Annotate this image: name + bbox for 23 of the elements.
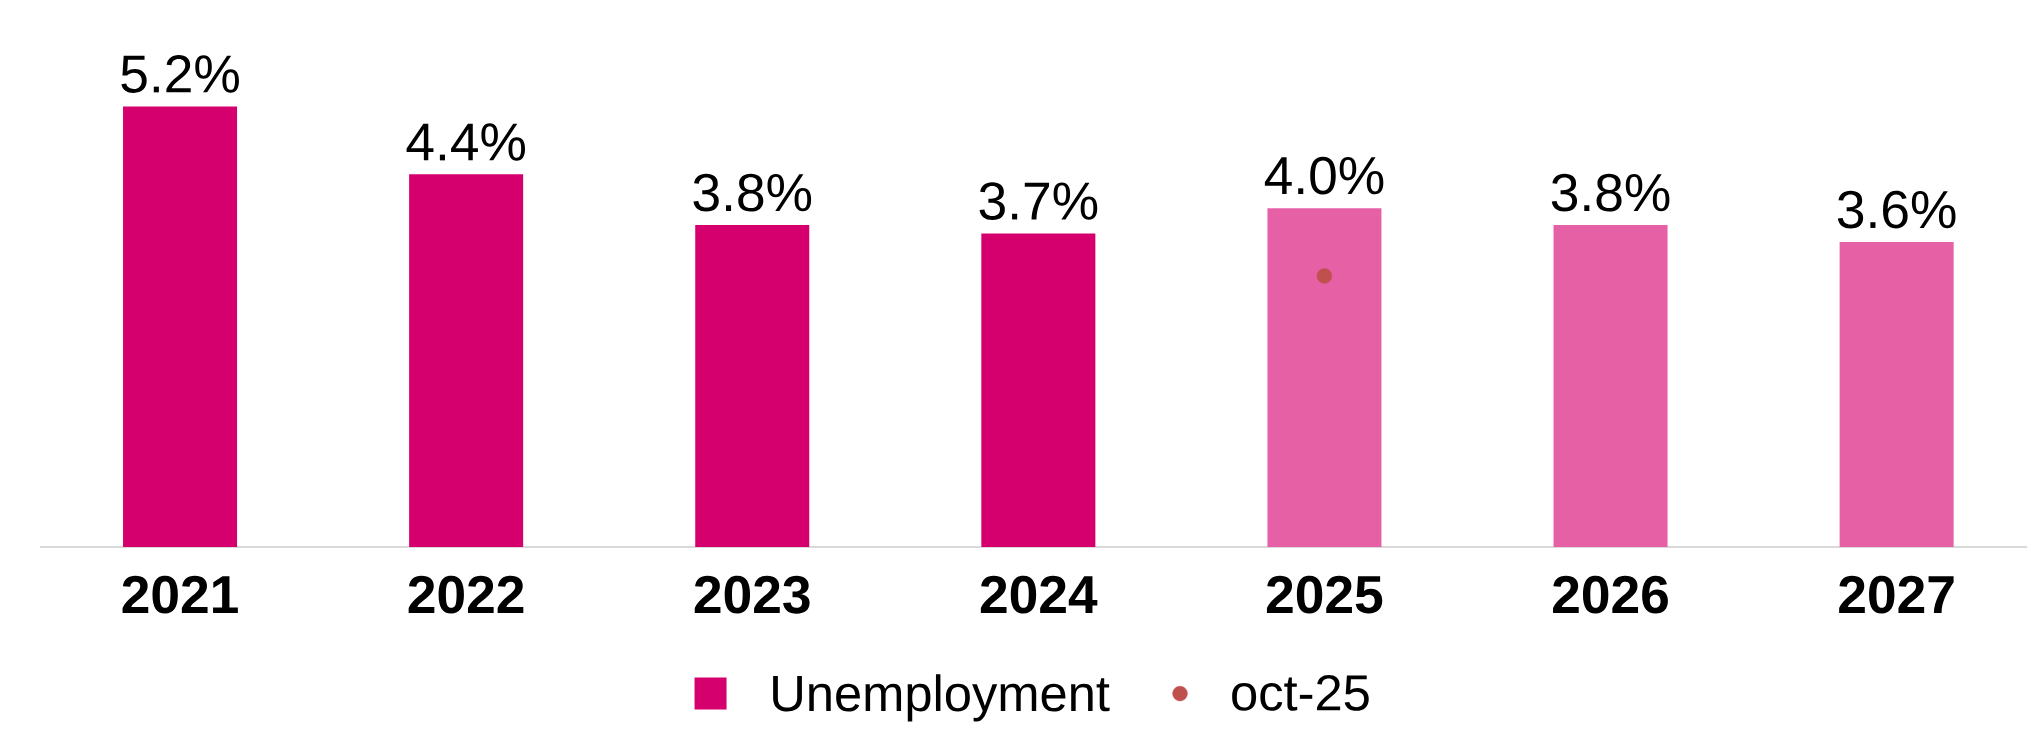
legend-label: oct-25	[1232, 674, 1369, 711]
data-label: 5.2%	[121, 55, 239, 93]
bar	[981, 233, 1096, 548]
x-tick-label: 2027	[1839, 575, 1954, 614]
x-tick-label: 2021	[122, 575, 238, 614]
x-tick-label: 2022	[408, 575, 524, 614]
bar	[1553, 225, 1668, 548]
data-label: 4.4%	[406, 123, 526, 161]
x-tick-label: 2023	[694, 575, 810, 614]
bar	[409, 174, 524, 548]
data-label: 4.0%	[1264, 156, 1384, 195]
data-label: 3.8%	[1551, 173, 1670, 212]
bar	[1267, 208, 1382, 548]
x-tick-label: 2026	[1553, 575, 1668, 614]
x-tick-label: 2025	[1266, 575, 1383, 614]
bar	[695, 225, 810, 548]
data-label: 3.6%	[1837, 190, 1956, 229]
bar	[123, 106, 238, 548]
legend-label: Unemployment	[773, 674, 1110, 722]
data-label: 3.7%	[979, 182, 1098, 220]
data-label: 3.8%	[693, 173, 812, 212]
x-tick-label: 2024	[980, 575, 1098, 614]
bar	[1839, 242, 1954, 548]
